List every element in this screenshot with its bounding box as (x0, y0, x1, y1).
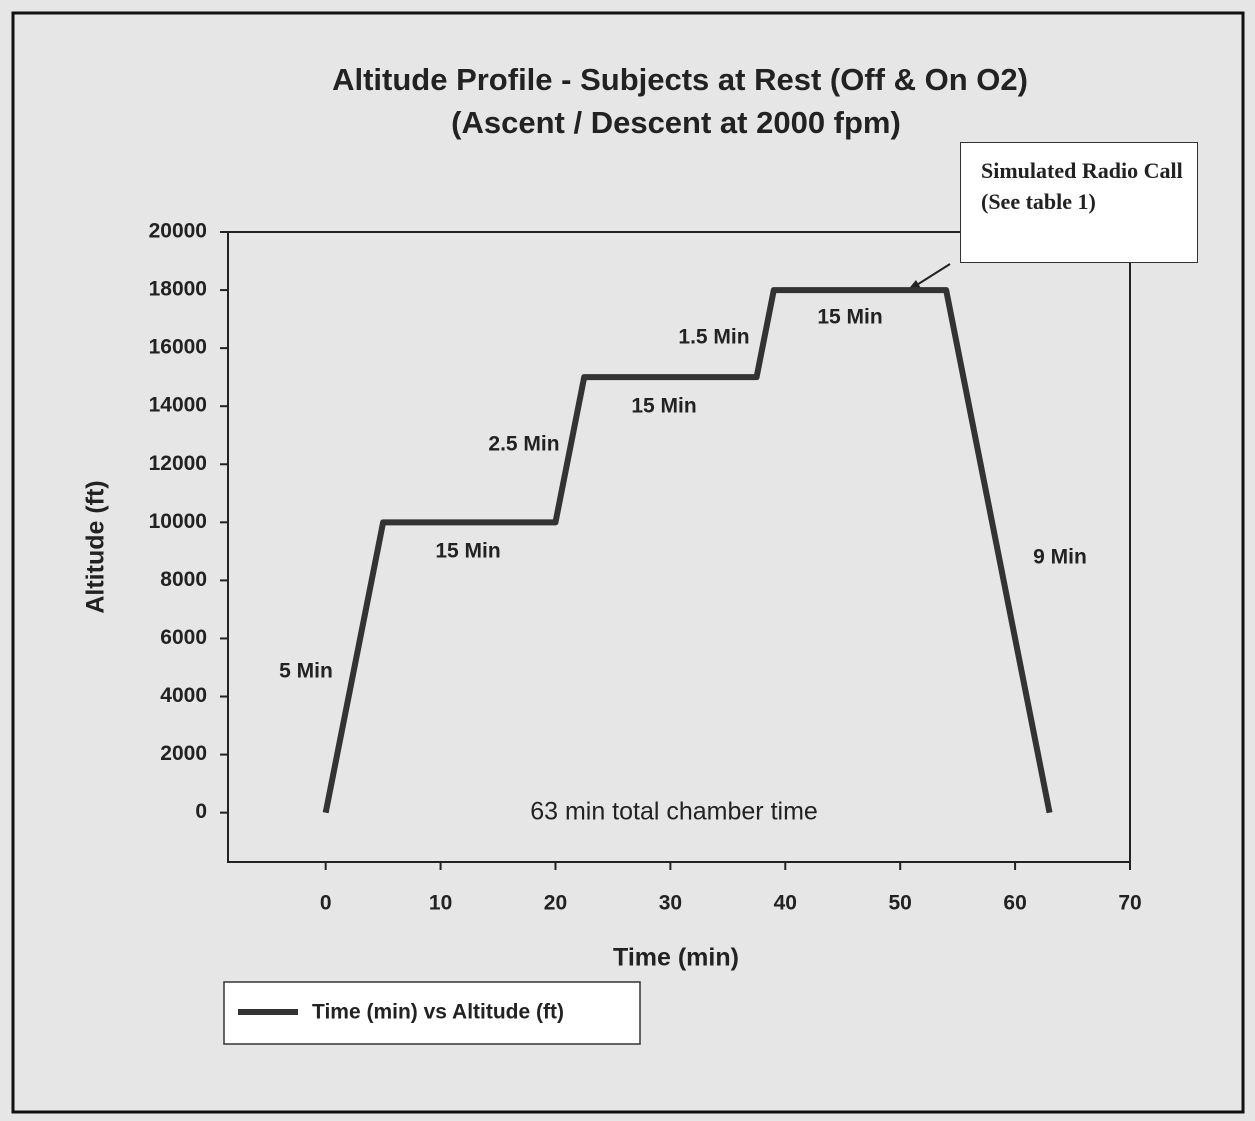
annotation: 5 Min (279, 660, 333, 683)
x-tick-label: 30 (659, 892, 682, 915)
x-tick-label: 50 (889, 892, 912, 915)
x-tick-label: 20 (544, 892, 567, 915)
x-tick-label: 10 (429, 892, 452, 915)
annotation: 15 Min (631, 395, 696, 418)
y-tick-label: 20000 (149, 220, 207, 243)
x-tick-label: 60 (1003, 892, 1026, 915)
y-tick-label: 2000 (160, 742, 207, 765)
y-tick-label: 14000 (149, 394, 207, 417)
data-line (322, 287, 1053, 814)
y-tick-label: 10000 (149, 510, 207, 533)
annotation: 9 Min (1033, 546, 1087, 569)
y-tick-label: 12000 (149, 452, 207, 475)
plot-area (227, 231, 1131, 863)
y-tick-label: 16000 (149, 336, 207, 359)
y-tick-label: 6000 (160, 626, 207, 649)
x-tick-label: 70 (1118, 892, 1141, 915)
frame (11, 11, 1245, 1114)
x-axis-label: Time (min) (613, 944, 739, 972)
chart-title: Altitude Profile - Subjects at Rest (Off… (332, 62, 1028, 97)
annotation: 15 Min (435, 540, 500, 563)
legend-label: Time (min) vs Altitude (ft) (312, 1001, 564, 1024)
y-tick-label: 0 (195, 800, 207, 823)
chart-subtitle: (Ascent / Descent at 2000 fpm) (451, 105, 901, 140)
callout: Simulated Radio Call (See table 1) (960, 142, 1198, 263)
y-axis-label: Altitude (ft) (82, 480, 110, 613)
x-tick-label: 0 (320, 892, 332, 915)
y-tick-label: 4000 (160, 684, 207, 707)
annotation: 2.5 Min (488, 433, 559, 456)
annotation: 1.5 Min (678, 326, 749, 349)
annotation: 15 Min (817, 306, 882, 329)
y-tick-label: 18000 (149, 278, 207, 301)
y-tick-label: 8000 (160, 568, 207, 591)
x-tick-label: 40 (774, 892, 797, 915)
annotation: 63 min total chamber time (530, 798, 818, 826)
